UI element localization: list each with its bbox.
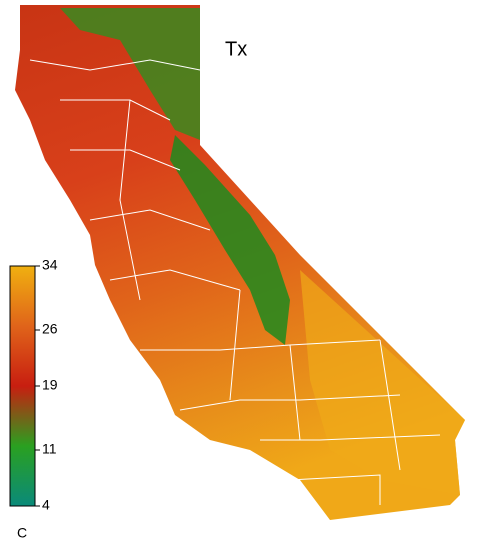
- colorbar-tick-label: 4: [42, 497, 50, 513]
- sierra-nevada: [170, 135, 290, 345]
- colorbar-unit: C: [17, 525, 27, 541]
- colorbar-tick-label: 34: [42, 257, 58, 273]
- california-map: [15, 5, 465, 520]
- county-lines: [29, 59, 441, 505]
- northeast-highlands: [60, 8, 200, 140]
- map-title: Tx: [225, 38, 247, 60]
- colorbar-tick-label: 26: [42, 321, 58, 337]
- colorbar-tick-label: 19: [42, 377, 58, 393]
- colorbar: [9, 265, 36, 507]
- colorbar-tick-label: 11: [42, 441, 57, 457]
